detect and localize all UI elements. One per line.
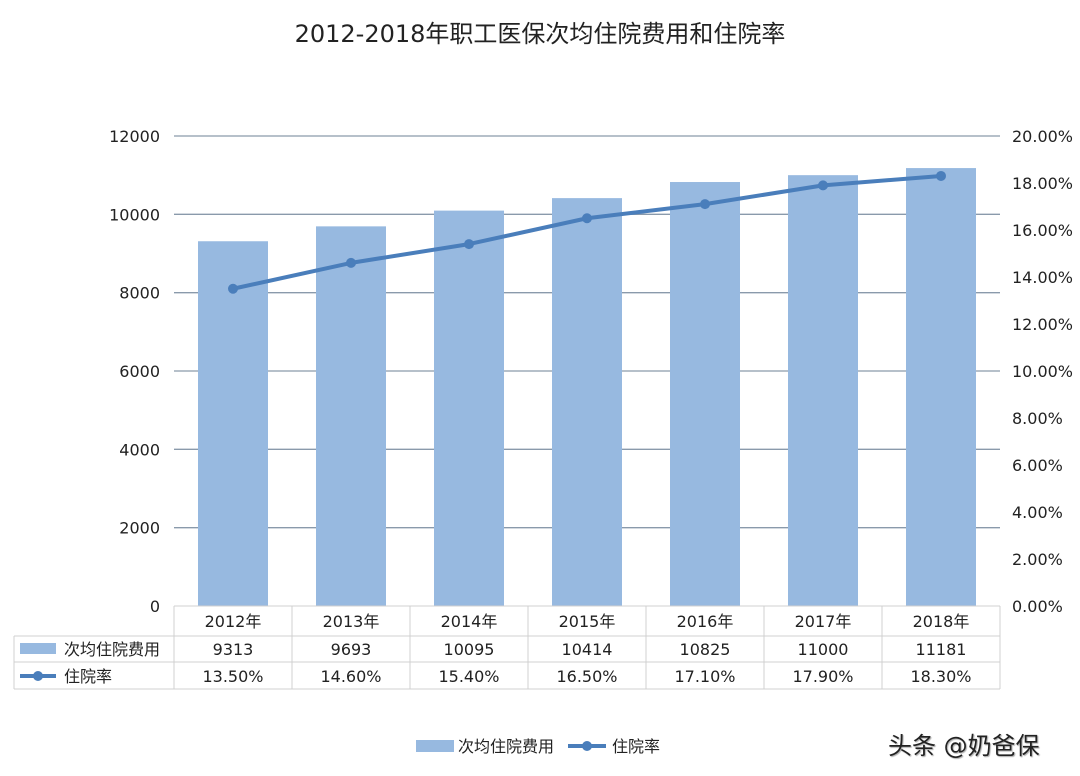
table-cell-value: 17.10% (674, 667, 735, 686)
right-axis-tick-label: 10.00% (1012, 362, 1073, 381)
table-cell-value: 17.90% (792, 667, 853, 686)
table-cell-value: 9313 (213, 640, 254, 659)
line-point (936, 170, 946, 181)
line-point (818, 180, 828, 191)
legend-label: 住院率 (612, 737, 660, 756)
chart-title: 2012-2018年职工医保次均住院费用和住院率 (294, 20, 786, 48)
category-label: 2014年 (441, 612, 498, 631)
right-axis-tick-label: 0.00% (1012, 597, 1063, 616)
bar (906, 168, 976, 606)
table-row-label: 次均住院费用 (64, 640, 160, 659)
table-cell-value: 10414 (562, 640, 613, 659)
table-cell-value: 11000 (798, 640, 849, 659)
table-cell-value: 16.50% (556, 667, 617, 686)
right-axis-tick-label: 12.00% (1012, 315, 1073, 334)
right-axis-tick-label: 18.00% (1012, 174, 1073, 193)
bar (788, 175, 858, 606)
category-label: 2013年 (323, 612, 380, 631)
right-axis-tick-label: 4.00% (1012, 503, 1063, 522)
category-label: 2017年 (795, 612, 852, 631)
right-axis-tick-label: 20.00% (1012, 127, 1073, 146)
legend-label: 次均住院费用 (458, 737, 554, 756)
right-axis-tick-label: 8.00% (1012, 409, 1063, 428)
table-cell-value: 10095 (444, 640, 495, 659)
category-label: 2012年 (205, 612, 262, 631)
table-row-label: 住院率 (64, 667, 112, 686)
bar (670, 182, 740, 607)
table-cell-value: 15.40% (438, 667, 499, 686)
left-axis-tick-label: 6000 (119, 362, 160, 381)
table-cell-value: 18.30% (910, 667, 971, 686)
bar (434, 210, 504, 607)
table-cell-value: 10825 (680, 640, 731, 659)
left-axis-tick-label: 4000 (119, 440, 160, 459)
legend-line-marker (582, 741, 592, 751)
line-legend-swatch-marker (33, 671, 43, 681)
category-label: 2018年 (913, 612, 970, 631)
line-point (464, 239, 474, 250)
table-cell-value: 11181 (916, 640, 967, 659)
bar (198, 241, 268, 606)
line-point (228, 283, 238, 294)
category-label: 2016年 (677, 612, 734, 631)
bar (552, 198, 622, 606)
left-axis-tick-label: 2000 (119, 519, 160, 538)
line-point (346, 257, 356, 268)
left-axis-tick-label: 12000 (109, 127, 160, 146)
right-axis-tick-label: 16.00% (1012, 221, 1073, 240)
table-cell-value: 13.50% (202, 667, 263, 686)
table-cell-value: 14.60% (320, 667, 381, 686)
left-axis-tick-label: 10000 (109, 205, 160, 224)
line-point (582, 213, 592, 224)
left-axis-tick-label: 8000 (119, 284, 160, 303)
table-cell-value: 9693 (331, 640, 372, 659)
watermark: 头条 @奶爸保 (888, 732, 1040, 760)
right-axis-tick-label: 6.00% (1012, 456, 1063, 475)
right-axis-tick-label: 2.00% (1012, 550, 1063, 569)
legend-bar-swatch (416, 740, 454, 752)
bar (316, 226, 386, 607)
right-axis-tick-label: 14.00% (1012, 268, 1073, 287)
left-axis-tick-label: 0 (150, 597, 160, 616)
category-label: 2015年 (559, 612, 616, 631)
line-point (700, 199, 710, 210)
bar-legend-swatch (20, 643, 56, 654)
